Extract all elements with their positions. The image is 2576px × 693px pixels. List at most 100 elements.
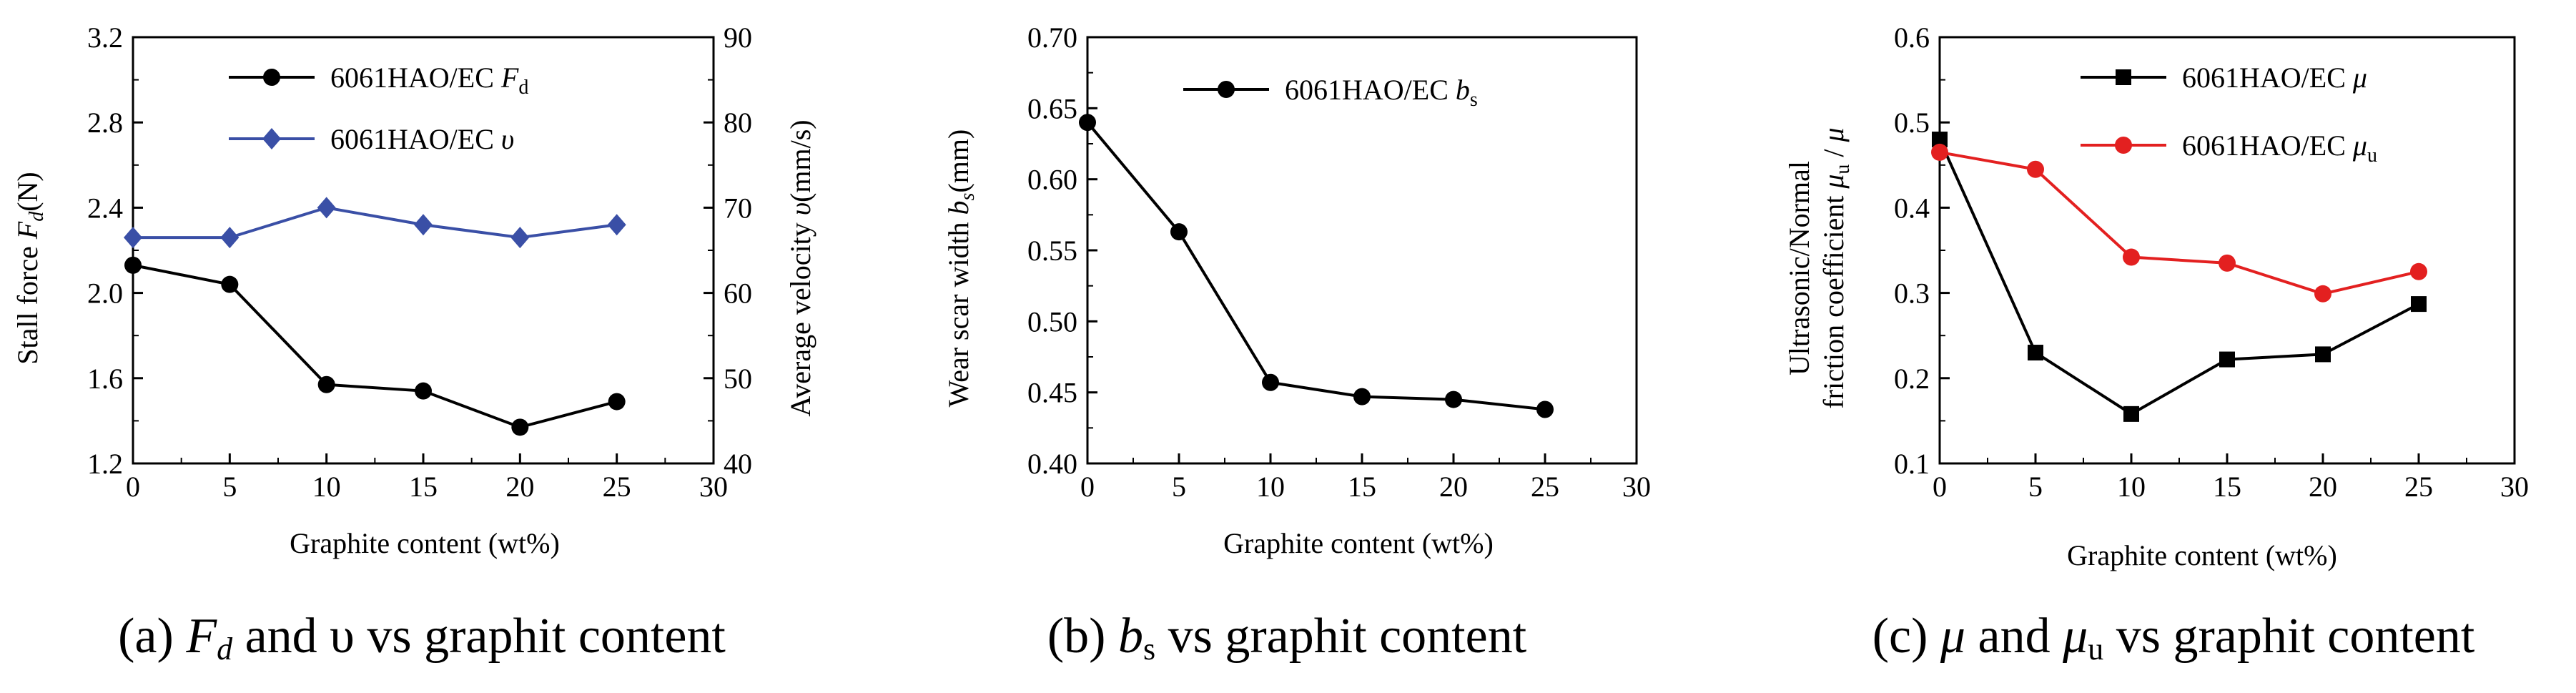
series-0-point: [1262, 373, 1279, 391]
y2-tick-label: 80: [724, 107, 752, 139]
series-1-point: [414, 214, 433, 236]
panel-a-y2label: Average velocity υ(mm/s): [784, 119, 816, 416]
x-tick-label: 0: [126, 471, 140, 503]
y-tick-label: 0.5: [1894, 107, 1930, 139]
panel-b-xlabel: Graphite content (wt%): [1223, 527, 1494, 559]
y-tick-label: 0.65: [1027, 92, 1077, 124]
y-tick-label: 0.40: [1027, 448, 1077, 480]
series-1-point: [1931, 143, 1948, 161]
y-tick-label: 0.6: [1894, 21, 1930, 54]
y2-tick-label: 70: [724, 192, 752, 224]
series-0-point: [124, 256, 142, 274]
legend-1-label: 6061HAO/EC μu: [2182, 129, 2377, 167]
x-tick-label: 0: [1080, 471, 1095, 503]
legend-0-label: 6061HAO/EC Fd: [330, 62, 528, 99]
x-tick-label: 25: [603, 471, 631, 503]
panel-c-xlabel: Graphite content (wt%): [2067, 539, 2337, 571]
legend-1-label: 6061HAO/EC υ: [330, 123, 514, 155]
legend-0-label: 6061HAO/EC μ: [2182, 62, 2367, 94]
panel-a-xlabel: Graphite content (wt%): [290, 527, 560, 559]
series-0-point: [2315, 346, 2331, 363]
y2-tick-label: 40: [724, 448, 752, 480]
panel-a-ylabel: Stall force Fd(N): [11, 172, 48, 364]
x-tick-label: 10: [1256, 471, 1285, 503]
panel-b: 0 5 10 15 20 25 30 0.40 0.45 0.50 0.55 0.60 0.65 0.70…: [942, 21, 1651, 667]
panel-c-ylabel-line1: Ultrasonic/Normal: [1783, 161, 1815, 375]
y-tick-label: 0.50: [1027, 305, 1077, 338]
series-0-point: [511, 418, 529, 436]
series-0-line: [1086, 121, 1546, 411]
y-tick-label: 2.4: [87, 192, 123, 224]
series-1-point: [510, 227, 530, 249]
y-tick-label: 0.1: [1894, 448, 1930, 480]
series-1-line: [133, 206, 617, 240]
panel-c-caption: (c) μ and μu vs graphit content: [1872, 609, 2475, 667]
y-tick-label: 0.3: [1894, 277, 1930, 310]
series-1-point: [124, 227, 142, 249]
panel-b-plot: 0 5 10 15 20 25 30 0.40 0.45 0.50 0.55 0.60 0.65 0.70…: [1027, 21, 1651, 503]
panel-b-ylabel: Wear scar width bs(mm): [942, 129, 979, 408]
x-tick-label: 15: [1348, 471, 1376, 503]
series-1-point: [220, 227, 240, 249]
y2-tick-label: 60: [724, 277, 752, 310]
series-0-point: [1079, 114, 1096, 132]
series-0-point: [1932, 132, 1948, 148]
series-0-point: [1170, 223, 1188, 241]
x-tick-label: 20: [2309, 471, 2337, 503]
plot-frame: [1938, 36, 2516, 465]
legend-1-marker: [2115, 137, 2132, 154]
y-tick-label: 0.45: [1027, 377, 1077, 409]
series-0-point: [2411, 296, 2427, 313]
panel-b-caption: (b) bs vs graphit content: [1047, 609, 1527, 667]
x-tick-label: 15: [409, 471, 438, 503]
series-0-point: [1536, 400, 1554, 418]
series-1-point: [317, 197, 336, 219]
panel-c: 0 5 10 15 20 25 30 0.1 0.2 0.3 0.4 0.5 0.6 6061HAO/EC…: [1783, 21, 2529, 667]
y-tick-label: 2.8: [87, 107, 123, 139]
x-tick-label: 5: [222, 471, 237, 503]
y-tick-label: 0.4: [1894, 192, 1930, 224]
y-tick-label: 0.70: [1027, 21, 1077, 54]
series-0-line: [1938, 139, 2419, 416]
series-0-point: [2123, 406, 2139, 422]
series-0-point: [608, 393, 626, 411]
x-tick-label: 30: [1622, 471, 1651, 503]
series-1-point: [2314, 285, 2331, 303]
series-0-point: [2219, 351, 2235, 368]
panel-a-caption: (a) Fd and υ vs graphit content: [118, 609, 726, 667]
x-tick-label: 20: [1439, 471, 1468, 503]
y2-tick-label: 50: [724, 363, 752, 395]
series-0-point: [2028, 345, 2043, 361]
series-0-point: [1353, 388, 1371, 406]
x-tick-label: 0: [1933, 471, 1947, 503]
series-0-point: [221, 275, 239, 293]
x-tick-label: 20: [505, 471, 534, 503]
x-tick-label: 30: [699, 471, 728, 503]
y-tick-label: 1.6: [87, 363, 123, 395]
series-1-point: [2027, 160, 2044, 178]
x-tick-label: 15: [2213, 471, 2241, 503]
series-0-line: [132, 263, 618, 429]
legend-0-label: 6061HAO/EC bs: [1285, 74, 1478, 111]
panel-c-ylabel-line2: friction coefficient μu / μ: [1817, 127, 1854, 408]
x-tick-label: 25: [2404, 471, 2433, 503]
y2-tick-label: 90: [724, 21, 752, 54]
panel-c-plot: 0 5 10 15 20 25 30 0.1 0.2 0.3 0.4 0.5 0.6 6061HAO/EC…: [1894, 21, 2529, 503]
y-tick-label: 2.0: [87, 277, 123, 310]
x-tick-label: 5: [1172, 471, 1186, 503]
legend-1-marker: [262, 128, 281, 149]
x-tick-label: 30: [2500, 471, 2529, 503]
x-tick-label: 25: [1531, 471, 1559, 503]
series-1-line: [1939, 150, 2419, 295]
x-tick-label: 10: [2117, 471, 2146, 503]
y-tick-label: 3.2: [87, 21, 123, 54]
legend-0-marker: [2116, 69, 2131, 85]
y-tick-label: 0.60: [1027, 164, 1077, 196]
y-tick-label: 1.2: [87, 448, 123, 480]
series-1-point: [2123, 248, 2140, 266]
legend-0-marker: [263, 69, 280, 86]
series-0-point: [415, 382, 432, 400]
x-tick-label: 10: [312, 471, 341, 503]
series-1-point: [2410, 262, 2427, 280]
